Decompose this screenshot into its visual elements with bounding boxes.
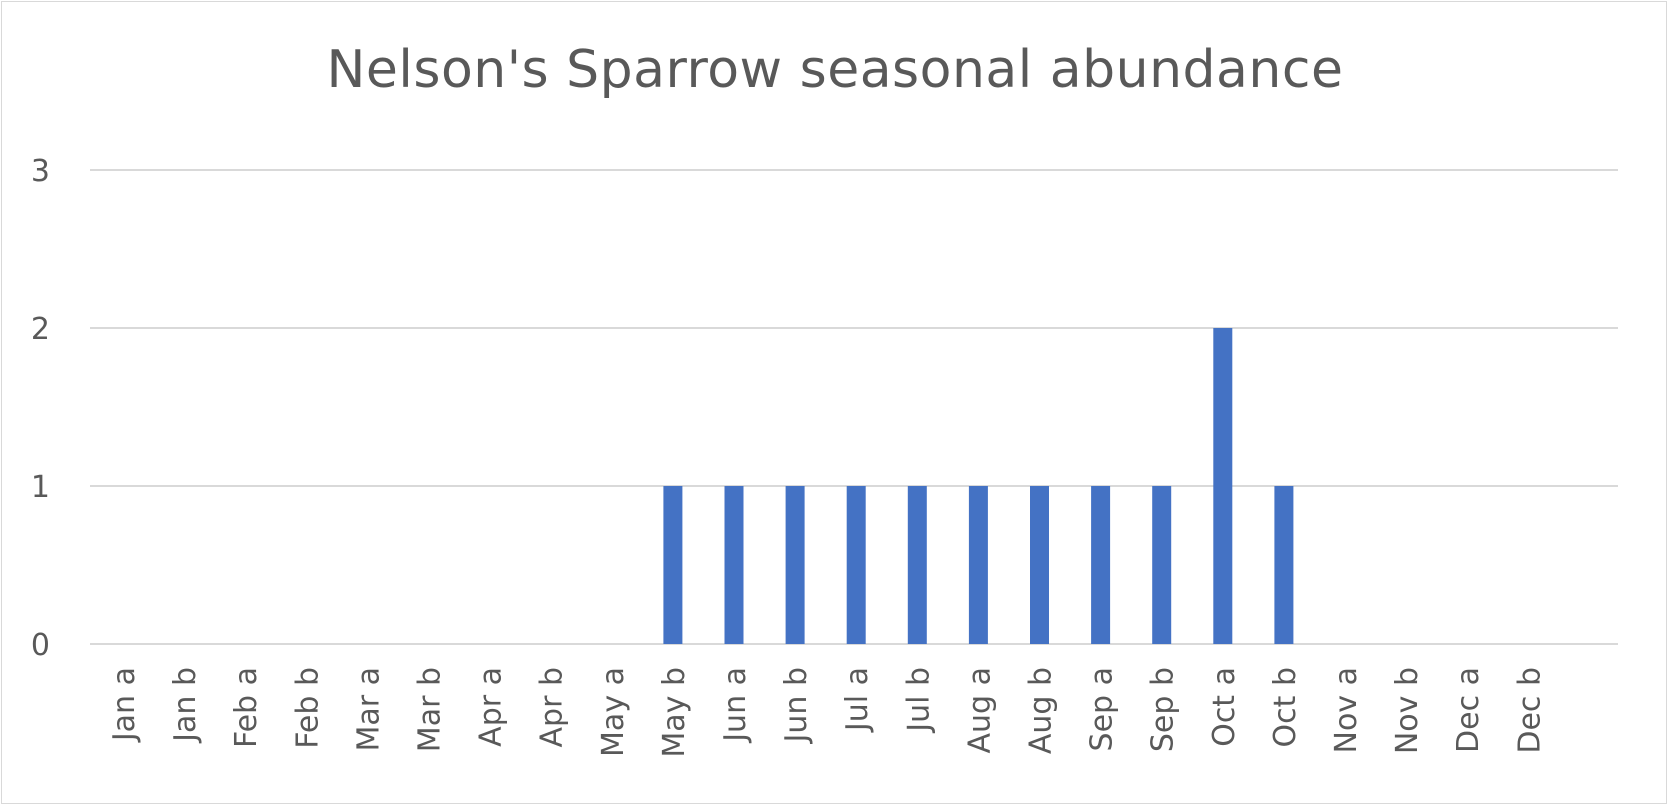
- x-tick-label: Jul b: [901, 667, 936, 734]
- bar: [1213, 328, 1233, 644]
- y-tick-label: 3: [31, 154, 50, 189]
- bar: [1152, 486, 1172, 644]
- bar: [1091, 486, 1111, 644]
- bar: [907, 486, 927, 644]
- x-tick-label: Mar a: [351, 667, 386, 752]
- bar: [785, 486, 805, 644]
- x-axis-ticks: Jan a Jan b Feb a Feb b Mar a Mar b Apr a Apr b…: [107, 667, 1547, 758]
- bar: [846, 486, 866, 644]
- x-tick-label: Jul a: [840, 667, 875, 733]
- x-tick-label: Nov a: [1329, 667, 1364, 753]
- x-tick-label: Oct a: [1207, 667, 1242, 747]
- y-tick-label: 1: [31, 470, 50, 505]
- x-tick-label: Dec a: [1451, 667, 1486, 753]
- x-tick-label: Aug b: [1024, 667, 1059, 754]
- bar: [724, 486, 744, 644]
- x-tick-label: Apr a: [474, 667, 509, 747]
- x-tick-label: May b: [657, 667, 692, 758]
- x-tick-label: Jan a: [107, 667, 142, 743]
- y-tick-label: 2: [31, 312, 50, 347]
- x-tick-label: Nov b: [1390, 667, 1425, 754]
- chart-title: Nelson's Sparrow seasonal abundance: [326, 40, 1344, 100]
- bars: [663, 328, 1294, 644]
- y-axis-ticks: 0 1 2 3: [31, 154, 50, 663]
- bar: [1274, 486, 1294, 644]
- x-tick-label: Jun a: [718, 667, 753, 744]
- x-tick-label: May a: [596, 667, 631, 757]
- x-tick-label: Sep b: [1146, 667, 1181, 752]
- y-tick-label: 0: [31, 628, 50, 663]
- x-tick-label: Dec b: [1512, 667, 1547, 754]
- bar: [968, 486, 988, 644]
- x-tick-label: Aug a: [962, 667, 997, 754]
- bar: [663, 486, 683, 644]
- x-tick-label: Feb b: [290, 667, 325, 749]
- x-tick-label: Oct b: [1268, 667, 1303, 747]
- x-tick-label: Jan b: [168, 667, 203, 744]
- x-tick-label: Jun b: [779, 667, 814, 744]
- x-tick-label: Sep a: [1085, 667, 1120, 751]
- x-tick-label: Mar b: [413, 667, 448, 752]
- x-tick-label: Apr b: [535, 667, 570, 747]
- bar: [1030, 486, 1049, 644]
- x-tick-label: Feb a: [229, 667, 264, 748]
